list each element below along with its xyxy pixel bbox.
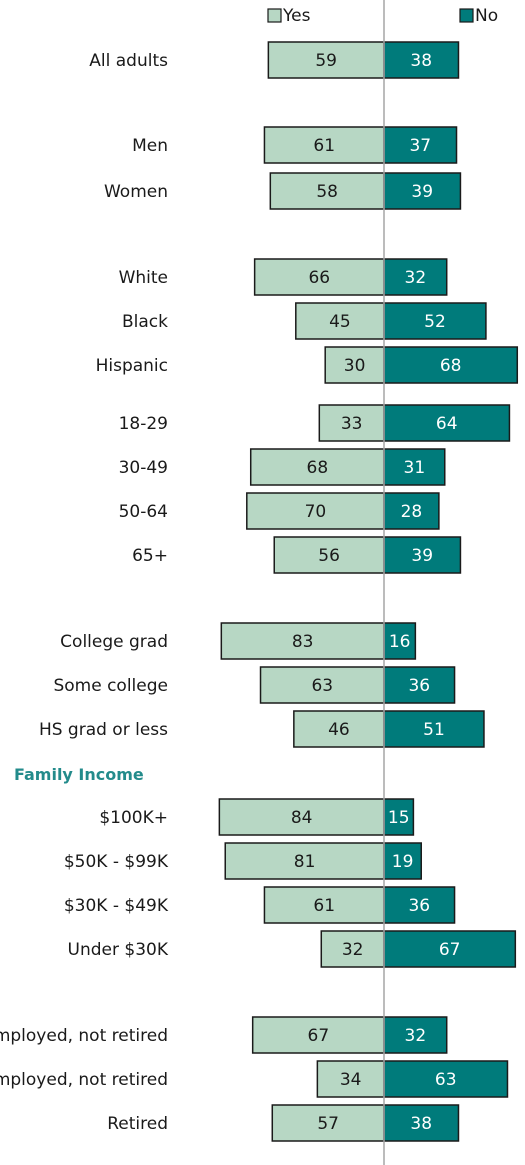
- bar-value-yes: 56: [318, 546, 340, 566]
- bar-no: [383, 710, 485, 748]
- section-title: Family Income: [14, 765, 144, 784]
- bar-no: [383, 346, 519, 384]
- row-label: Not employed, not retired: [0, 1070, 168, 1090]
- bar-value-yes: 57: [317, 1114, 339, 1134]
- bar-yes: [267, 41, 385, 79]
- bar-yes: [316, 1060, 385, 1098]
- bar-yes: [263, 886, 385, 924]
- row-label: $100K+: [99, 808, 168, 828]
- bar-no: [383, 1104, 460, 1142]
- bar-no: [383, 622, 417, 660]
- bar-no: [383, 404, 511, 442]
- bar-values: 59 38 61 37 58 39 66 32 45 52 30 68 33 64 68 31 70 28 56 39…: [291, 51, 462, 1134]
- bar-value-yes: 59: [315, 51, 337, 71]
- row-label: Men: [132, 136, 168, 156]
- bar-value-no: 63: [435, 1070, 457, 1090]
- row-label: HS grad or less: [39, 720, 168, 740]
- bar-value-no: 36: [408, 896, 430, 916]
- bar-value-no: 68: [440, 356, 462, 376]
- bar-yes: [218, 798, 385, 836]
- bar-value-no: 38: [410, 51, 432, 71]
- bar-yes: [224, 842, 385, 880]
- bar-value-no: 39: [411, 182, 433, 202]
- bar-yes: [269, 172, 385, 210]
- bar-yes: [295, 302, 385, 340]
- bar-yes: [263, 126, 385, 164]
- bar-value-no: 67: [439, 940, 461, 960]
- bar-value-yes: 46: [328, 720, 350, 740]
- legend-yes-swatch: [267, 8, 282, 23]
- bar-value-no: 64: [436, 414, 458, 434]
- row-label: College grad: [60, 632, 168, 652]
- bar-value-no: 31: [404, 458, 426, 478]
- bars: [218, 41, 519, 1142]
- row-label: Retired: [107, 1114, 168, 1134]
- bar-value-no: 52: [424, 312, 446, 332]
- bar-value-no: 32: [405, 268, 427, 288]
- bar-no: [383, 1060, 509, 1098]
- legend-no-swatch: [459, 8, 474, 23]
- bar-value-yes: 33: [341, 414, 363, 434]
- bar-yes: [220, 622, 385, 660]
- bar-yes: [246, 492, 385, 530]
- row-label: $50K - $99K: [64, 852, 169, 872]
- bar-no: [383, 1016, 448, 1054]
- bar-yes: [259, 666, 385, 704]
- bar-yes: [273, 536, 385, 574]
- bar-value-yes: 30: [344, 356, 366, 376]
- bar-yes: [253, 258, 385, 296]
- bar-value-no: 36: [408, 676, 430, 696]
- bar-value-no: 37: [409, 136, 431, 156]
- bar-value-yes: 66: [308, 268, 330, 288]
- row-labels: All adults Men Women White Black Hispanic 18-2…: [0, 51, 169, 1134]
- bar-value-no: 28: [401, 502, 423, 522]
- bar-no: [383, 798, 415, 836]
- bar-value-yes: 32: [342, 940, 364, 960]
- bar-no: [383, 536, 462, 574]
- bar-value-yes: 58: [316, 182, 338, 202]
- row-label: White: [119, 268, 168, 288]
- bar-value-yes: 63: [311, 676, 333, 696]
- bar-value-yes: 84: [291, 808, 313, 828]
- bar-yes: [293, 710, 385, 748]
- bar-value-yes: 61: [313, 136, 335, 156]
- bar-value-yes: 83: [292, 632, 314, 652]
- bar-value-yes: 68: [307, 458, 329, 478]
- bar-value-no: 16: [389, 632, 411, 652]
- bar-yes: [251, 1016, 385, 1054]
- bar-value-no: 32: [405, 1026, 427, 1046]
- bar-value-yes: 34: [340, 1070, 362, 1090]
- row-label: All adults: [89, 51, 168, 71]
- bar-value-no: 51: [423, 720, 445, 740]
- bar-value-yes: 70: [305, 502, 327, 522]
- row-label: Some college: [53, 676, 168, 696]
- legend: Yes No: [267, 6, 498, 26]
- bar-value-yes: 67: [308, 1026, 330, 1046]
- bar-no: [383, 126, 458, 164]
- row-label: Women: [104, 182, 168, 202]
- row-label: Hispanic: [96, 356, 168, 376]
- bar-no: [383, 41, 460, 79]
- row-label: 18-29: [119, 414, 168, 434]
- legend-yes-label: Yes: [282, 6, 311, 26]
- row-label: Black: [122, 312, 168, 332]
- legend-no-label: No: [475, 6, 498, 26]
- bar-value-yes: 81: [294, 852, 316, 872]
- bar-value-no: 19: [392, 852, 414, 872]
- bar-value-yes: 61: [313, 896, 335, 916]
- bar-value-no: 38: [410, 1114, 432, 1134]
- row-label: 50-64: [119, 502, 168, 522]
- row-label: Under $30K: [68, 940, 169, 960]
- row-label: 65+: [132, 546, 168, 566]
- bar-no: [383, 842, 422, 880]
- bar-value-no: 15: [388, 808, 410, 828]
- row-label: $30K - $49K: [64, 896, 169, 916]
- bar-no: [383, 930, 517, 968]
- bar-value-yes: 45: [329, 312, 351, 332]
- row-label: Employed, not retired: [0, 1026, 168, 1046]
- bar-value-no: 39: [411, 546, 433, 566]
- bar-yes: [318, 404, 385, 442]
- row-label: 30-49: [119, 458, 168, 478]
